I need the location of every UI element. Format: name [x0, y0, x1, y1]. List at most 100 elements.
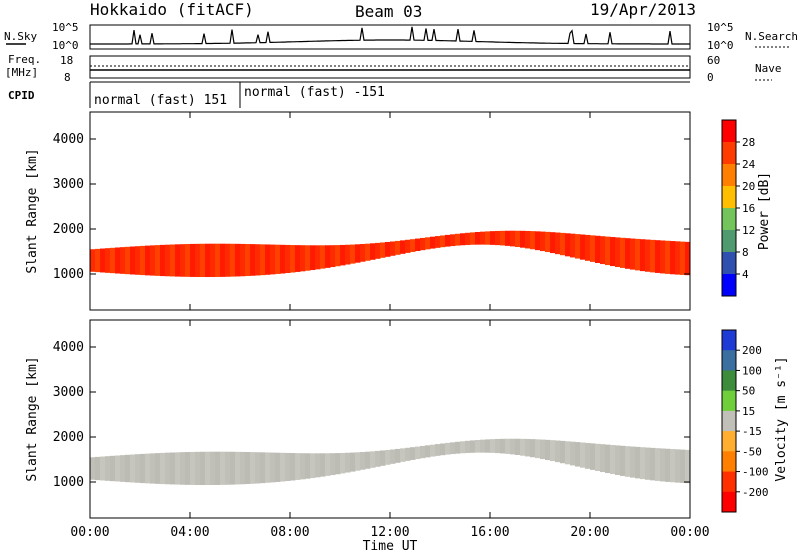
scatter-cell	[315, 245, 321, 270]
scatter-cell	[565, 441, 571, 465]
y-tick-label: 2000	[53, 430, 84, 445]
scatter-cell	[345, 244, 351, 265]
scatter-cell	[165, 452, 171, 485]
scatter-cell	[305, 453, 311, 479]
scatter-cell	[110, 247, 116, 274]
scatter-cell	[295, 245, 301, 272]
scatter-cell	[485, 439, 491, 453]
scatter-cell	[550, 232, 556, 254]
scatter-cell	[595, 443, 601, 471]
noise-right-tick-top: 10^5	[707, 21, 734, 34]
scatter-cell	[590, 235, 596, 262]
scatter-cell	[415, 446, 421, 460]
velocity-colorbar: 200 100 50 15 -15 -50 -100 -200	[721, 329, 769, 513]
scatter-cell	[625, 238, 631, 269]
beam-title: Beam 03	[355, 2, 422, 21]
scatter-cell	[200, 451, 206, 486]
scatter-cell	[635, 446, 641, 479]
scatter-cell	[540, 439, 546, 460]
scatter-cell	[140, 245, 146, 276]
scatter-cell	[425, 445, 431, 458]
y-tick-label: 4000	[53, 132, 84, 147]
colorbar-swatch	[722, 350, 736, 371]
scatter-cell	[150, 453, 156, 484]
scatter-cell	[440, 235, 446, 248]
scatter-cell	[545, 231, 551, 253]
scatter-cell	[660, 448, 666, 482]
x-tick-label: 08:00	[270, 525, 309, 540]
colorbar-swatch	[722, 274, 736, 297]
x-tick-label: 20:00	[570, 525, 609, 540]
scatter-cell	[145, 453, 151, 484]
scatter-cell	[630, 446, 636, 478]
scatter-cell	[230, 243, 236, 277]
scatter-cell	[395, 240, 401, 255]
x-axis-ticks: 00:00 04:00 08:00 12:00 16:00 20:00 00:00	[70, 112, 710, 540]
velocity-colorbar-label: Velocity [m s⁻¹]	[774, 356, 789, 481]
scatter-cell	[135, 454, 141, 483]
scatter-cell	[465, 440, 471, 453]
scatter-cell	[555, 232, 561, 255]
y-tick-label: 3000	[53, 385, 84, 400]
scatter-cell	[190, 243, 196, 277]
scatter-cell	[105, 456, 111, 481]
scatter-cell	[255, 244, 261, 276]
scatter-cell	[205, 451, 211, 486]
scatter-cell	[580, 442, 586, 468]
scatter-cell	[155, 453, 161, 484]
scatter-cell	[235, 243, 241, 277]
scatter-cell	[340, 452, 346, 474]
scatter-cell	[385, 241, 391, 257]
scatter-cell	[630, 238, 636, 270]
colorbar-swatch	[722, 142, 736, 165]
power-ylabel: Slant Range [km]	[25, 148, 40, 273]
scatter-cell	[645, 239, 651, 272]
scatter-cell	[510, 230, 516, 247]
scatter-cell	[280, 452, 286, 482]
scatter-cell	[425, 237, 431, 250]
scatter-cell	[170, 244, 176, 277]
colorbar-swatch	[722, 164, 736, 187]
scatter-cell	[370, 451, 376, 468]
scatter-cell	[515, 438, 521, 456]
colorbar-swatch	[722, 186, 736, 209]
x-tick-label: 16:00	[470, 525, 509, 540]
scatter-cell	[310, 245, 316, 271]
scatter-cell	[570, 233, 576, 258]
scatter-cell	[90, 457, 96, 480]
scatter-cell	[560, 440, 566, 464]
scatter-cell	[490, 439, 496, 453]
scatter-cell	[535, 439, 541, 459]
noise-sky-trace	[90, 26, 690, 45]
scatter-cell	[235, 451, 241, 485]
scatter-cell	[300, 453, 306, 480]
scatter-cell	[585, 234, 591, 261]
scatter-cell	[535, 231, 541, 251]
scatter-cell	[570, 441, 576, 466]
x-tick-label: 04:00	[170, 525, 209, 540]
scatter-cell	[275, 244, 281, 274]
scatter-cell	[215, 243, 221, 277]
colorbar-tick-label: 20	[742, 180, 755, 193]
scatter-cell	[190, 451, 196, 485]
scatter-cell	[205, 243, 211, 278]
scatter-cell	[390, 241, 396, 256]
scatter-cell	[520, 230, 526, 248]
scatter-cell	[275, 452, 281, 482]
colorbar-tick-label: 16	[742, 202, 755, 215]
y-tick-label: 4000	[53, 340, 84, 355]
cpid-label: CPID	[8, 89, 35, 102]
scatter-cell	[655, 448, 661, 481]
scatter-cell	[525, 438, 531, 457]
scatter-cell	[470, 232, 476, 245]
scatter-cell	[495, 438, 501, 454]
scatter-cell	[600, 444, 606, 473]
scatter-cell	[260, 244, 266, 276]
scatter-cell	[505, 438, 511, 454]
scatter-cell	[575, 442, 581, 467]
scatter-cell	[180, 244, 186, 277]
scatter-cell	[270, 452, 276, 483]
scatter-cell	[410, 447, 416, 460]
colorbar-tick-label: 24	[742, 158, 756, 171]
scatter-cell	[480, 439, 486, 453]
